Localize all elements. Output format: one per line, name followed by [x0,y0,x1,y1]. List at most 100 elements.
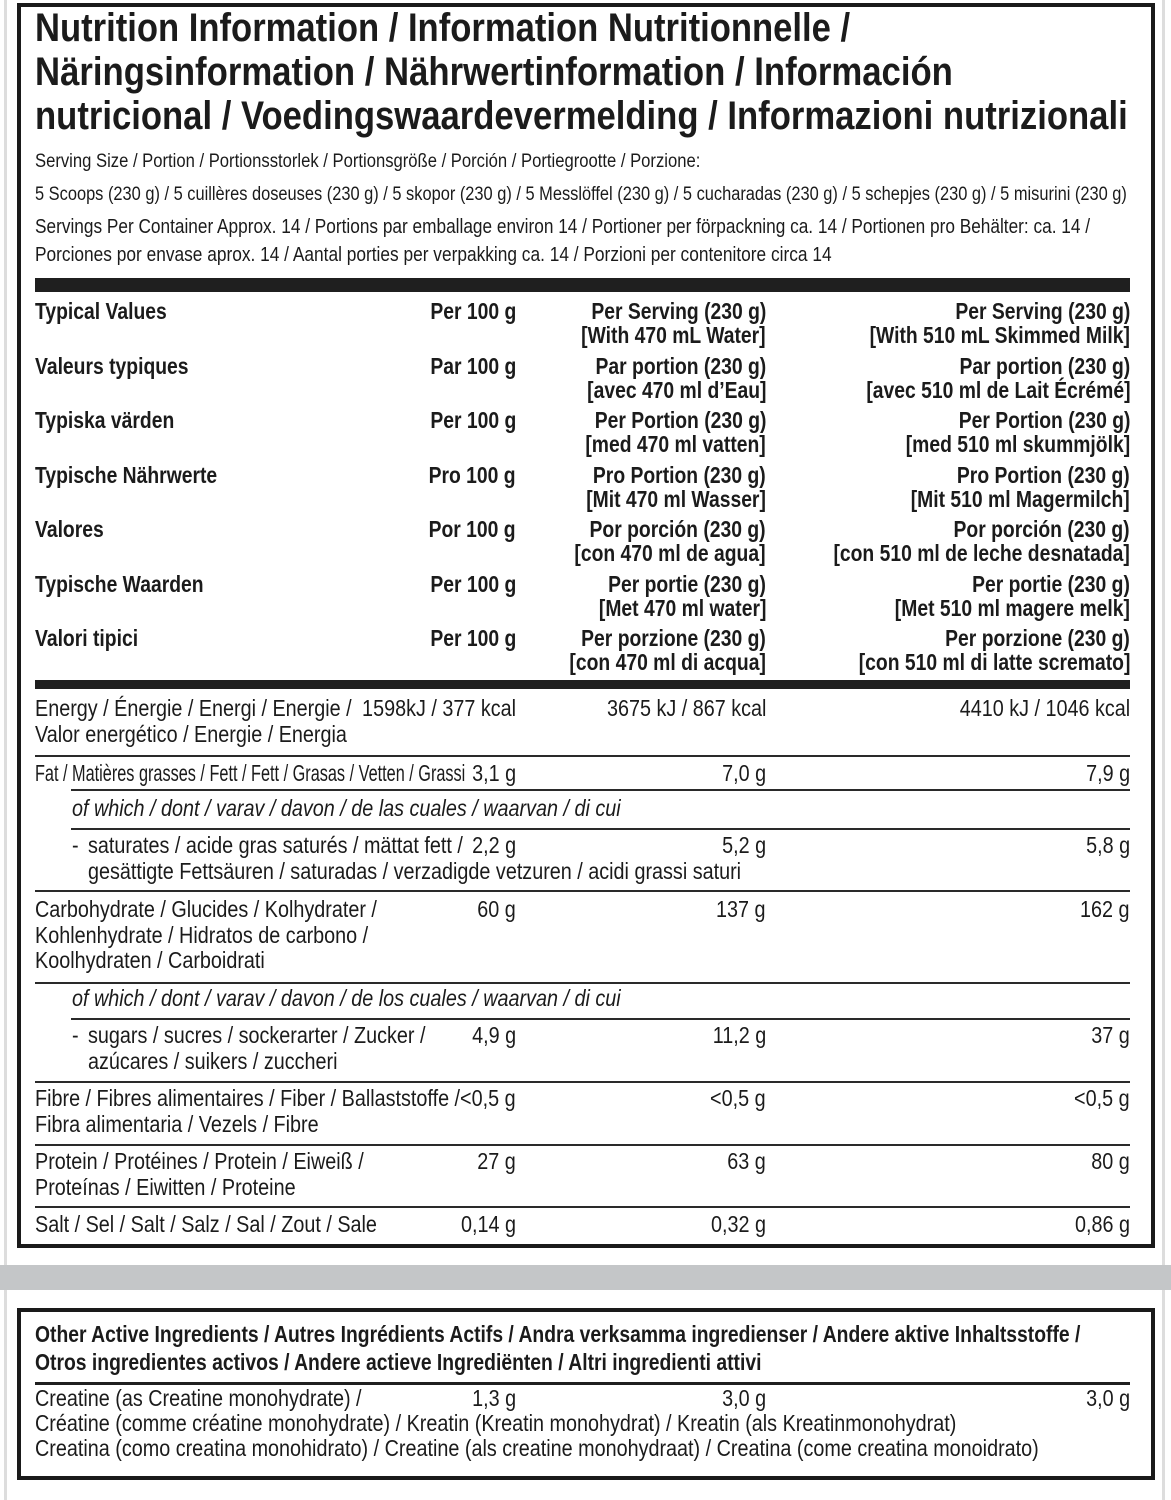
column-header-per100: Per 100 g [430,298,516,324]
nutrient-label-sugars: sugars / sucres / sockerarter / Zucker / [88,1022,426,1048]
page-edge [4,0,7,1500]
page-title-line: Nutrition Information / Information Nutr… [35,6,851,50]
sub-heading-of-which: of which / dont / varav / davon / de los… [72,985,621,1011]
value-milk-salt: 0,86 g [1075,1211,1130,1237]
column-header-serving: [con 470 ml di acqua] [569,649,766,675]
column-header-serving: [Met 470 ml water] [598,594,766,621]
row-divider [71,1018,1130,1020]
column-header-milk: Per Serving (230 g) [954,298,1130,324]
column-header-serving: Per portie (230 g) [608,570,766,597]
nutrient-label-protein: Proteínas / Eiwitten / Proteine [35,1173,296,1200]
divider [35,1382,1130,1385]
value-per100-sugars: 4,9 g [472,1022,516,1048]
column-header-serving: Par portion (230 g) [595,352,766,379]
creatine-label: Creatina (como creatina monohidrato) / C… [35,1435,1039,1461]
value-milk-energy: 4410 kJ / 1046 kcal [959,695,1130,721]
value-serving-sugars: 11,2 g [712,1022,766,1048]
column-header-label: Valores [35,516,104,542]
column-header-milk: [Mit 510 ml Magermilch] [910,485,1130,512]
nutrition-table-box [17,3,1155,1248]
nutrient-label-salt: Salt / Sel / Salt / Salz / Sal / Zout / … [35,1211,377,1237]
value-per100-saturates: 2,2 g [472,832,516,858]
value-serving-fat: 7,0 g [722,760,766,786]
row-divider [71,828,1130,830]
column-header-milk: [avec 510 ml de Lait Écrémé] [865,376,1130,403]
serving-size-value: 5 Scoops (230 g) / 5 cuillères doseuses … [35,184,1127,205]
column-header-label: Valori tipici [35,625,139,651]
column-header-milk: [con 510 ml de leche desnatada] [833,540,1130,566]
page-title-line: Näringsinformation / Nährwertinformation… [35,50,953,94]
creatine-milk: 3,0 g [1086,1385,1130,1411]
column-header-label: Typiska värden [35,407,175,433]
other-active-title: Otros ingredientes activos / Andere acti… [35,1349,762,1375]
column-header-label: Typische Waarden [35,570,204,597]
column-header-per100: Per 100 g [430,570,516,597]
value-milk-sugars: 37 g [1091,1022,1130,1048]
column-header-per100: Pro 100 g [429,461,516,488]
column-header-label: Typische Nährwerte [35,461,218,488]
column-header-milk: Per portie (230 g) [972,570,1130,597]
serving-size-label: Serving Size / Portion / Portionsstorlek… [35,151,701,172]
page-edge [1162,0,1165,1500]
value-serving-saturates: 5,2 g [722,832,766,858]
nutrient-label-carbohydrate: Carbohydrate / Glucides / Kolhydrater / [35,896,377,922]
row-divider [35,890,1130,892]
value-per100-fat: 3,1 g [472,760,516,786]
value-milk-carbohydrate: 162 g [1080,896,1130,922]
column-header-serving: Per Portion (230 g) [594,407,766,433]
column-header-milk: Pro Portion (230 g) [957,461,1130,488]
value-milk-saturates: 5,8 g [1086,832,1130,858]
creatine-label: Créatine (comme créatine monohydrate) / … [35,1410,957,1436]
servings-per-container: Servings Per Container Approx. 14 / Port… [35,216,1091,238]
value-serving-carbohydrate: 137 g [716,896,766,922]
creatine-per100: 1,3 g [472,1385,516,1411]
thick-divider [35,680,1130,689]
column-header-per100: Per 100 g [430,625,516,651]
value-serving-protein: 63 g [727,1148,766,1174]
row-divider [35,982,1130,984]
dash: - [72,1022,79,1048]
column-header-label: Valeurs typiques [35,352,189,379]
nutrient-label-saturates: gesättigte Fettsäuren / saturadas / verz… [88,857,742,884]
value-per100-salt: 0,14 g [461,1211,516,1237]
column-header-serving: [med 470 ml vatten] [585,431,766,457]
row-divider [35,1081,1130,1083]
column-header-serving: Per porzione (230 g) [581,625,766,651]
row-divider [35,1206,1130,1208]
creatine-label: Creatine (as Creatine monohydrate) / [35,1385,362,1411]
nutrient-label-saturates: saturates / acide gras saturés / mättat … [88,832,463,858]
other-active-title: Other Active Ingredients / Autres Ingréd… [35,1321,1081,1347]
column-header-milk: Por porción (230 g) [953,516,1130,542]
column-header-milk: Per porzione (230 g) [945,625,1130,651]
column-header-serving: [avec 470 ml d’Eau] [586,376,766,403]
row-divider [35,1144,1130,1146]
creatine-serving: 3,0 g [722,1385,766,1411]
column-header-milk: [med 510 ml skummjölk] [905,431,1130,457]
column-header-serving: Pro Portion (230 g) [593,461,766,488]
value-per100-carbohydrate: 60 g [477,896,516,922]
sub-heading-of-which: of which / dont / varav / davon / de las… [72,795,621,821]
nutrient-label-energy: Valor energético / Energie / Energia [35,720,347,747]
column-header-milk: [Met 510 ml magere melk] [894,594,1130,621]
column-header-serving: Por porción (230 g) [589,516,766,542]
column-header-per100: Par 100 g [430,352,516,379]
row-divider [35,755,1130,757]
column-header-label: Typical Values [35,298,167,324]
nutrient-label-carbohydrate: Koolhydraten / Carboidrati [35,947,265,973]
column-header-milk: Per Portion (230 g) [958,407,1130,433]
column-header-milk: [With 510 mL Skimmed Milk] [869,322,1130,348]
column-header-serving: [con 470 ml de agua] [574,540,766,566]
nutrient-label-fat: Fat / Matières grasses / Fett / Fett / G… [35,760,466,786]
value-milk-fat: 7,9 g [1086,760,1130,786]
column-header-per100: Por 100 g [429,516,516,542]
dash: - [72,832,79,858]
column-header-milk: Par portion (230 g) [959,352,1130,379]
value-per100-protein: 27 g [477,1148,516,1174]
value-milk-protein: 80 g [1091,1148,1130,1174]
separator-band [0,1265,1171,1290]
black-divider [35,278,1130,292]
column-header-serving: [With 470 mL Water] [581,322,766,348]
nutrient-label-protein: Protein / Protéines / Protein / Eiweiß / [35,1148,364,1174]
nutrient-label-sugars: azúcares / suikers / zuccheri [88,1047,338,1074]
